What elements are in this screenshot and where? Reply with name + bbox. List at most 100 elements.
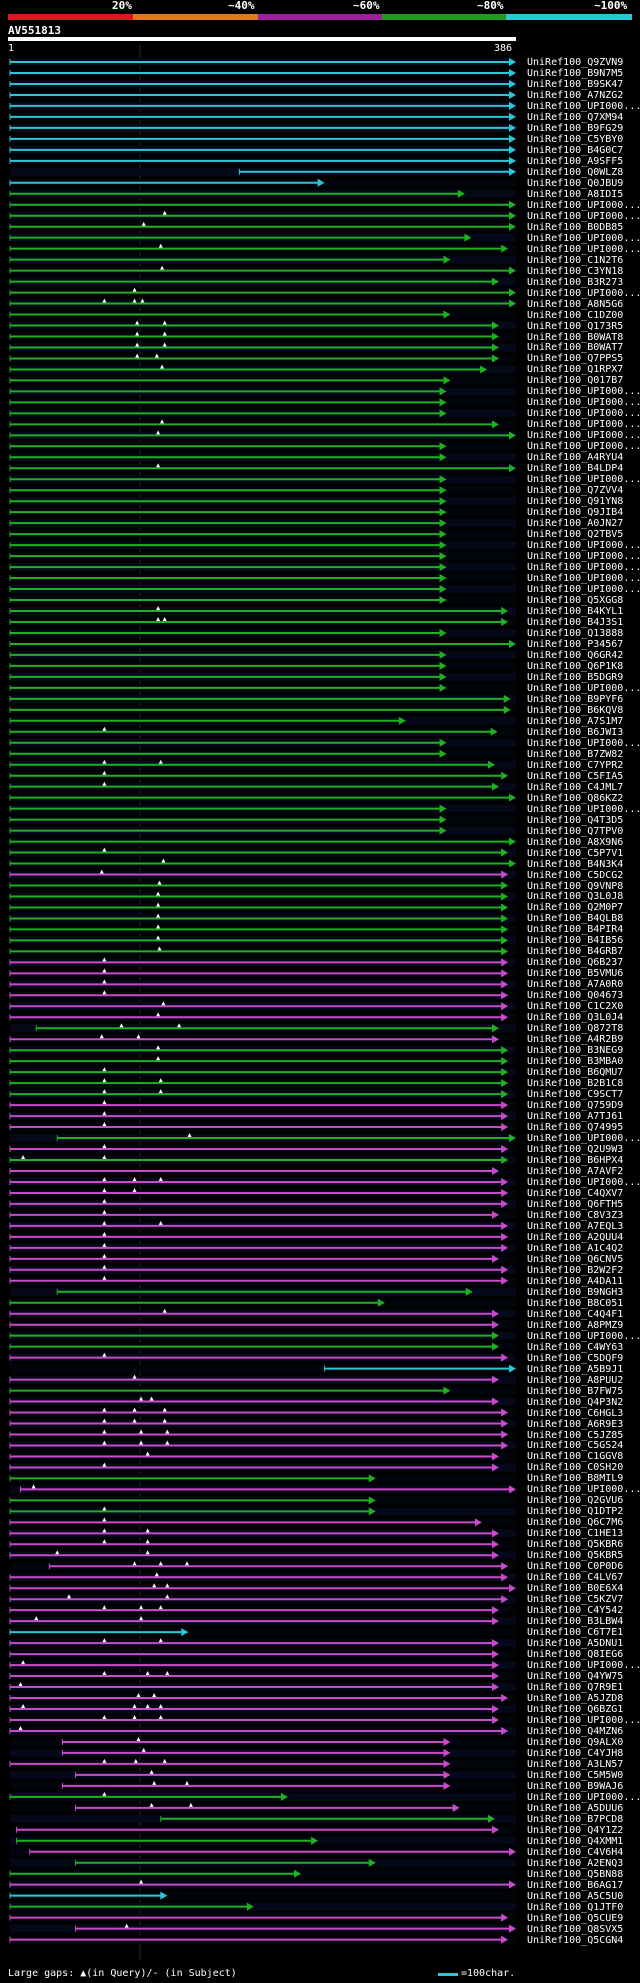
hit-label[interactable]: UniRef100_Q9ALX0 — [527, 1736, 624, 1748]
hit-label[interactable]: UniRef100_C4Y542 — [527, 1605, 624, 1617]
hit-label[interactable]: UniRef100_B0DB85 — [527, 221, 624, 233]
hit-label[interactable]: UniRef100_C5P7V1 — [527, 847, 624, 859]
hit-label[interactable]: UniRef100_C1DZ00 — [527, 309, 624, 321]
hit-label[interactable]: UniRef100_UPI000... — [527, 1176, 640, 1188]
hit-label[interactable]: UniRef100_UPI000... — [527, 287, 640, 299]
hit-label[interactable]: UniRef100_B7ZW82 — [527, 748, 624, 760]
hit-label[interactable]: UniRef100_Q4MZN6 — [527, 1725, 624, 1737]
hit-label[interactable]: UniRef100_Q7XM94 — [527, 111, 624, 123]
hit-label[interactable]: UniRef100_UPI000... — [527, 682, 640, 694]
hit-label[interactable]: UniRef100_B7FW75 — [527, 1385, 624, 1397]
hit-label[interactable]: UniRef100_Q4P3N2 — [527, 1396, 624, 1408]
hit-label[interactable]: UniRef100_UPI000... — [527, 540, 640, 552]
hit-label[interactable]: UniRef100_C4JML7 — [527, 781, 624, 793]
hit-label[interactable]: UniRef100_B9SK47 — [527, 78, 624, 90]
hit-label[interactable]: UniRef100_C7YPR2 — [527, 759, 624, 771]
hit-label[interactable]: UniRef100_A8X9N6 — [527, 836, 624, 848]
hit-label[interactable]: UniRef100_C6T7E1 — [527, 1627, 624, 1639]
hit-label[interactable]: UniRef100_B3NEG9 — [527, 1045, 624, 1057]
hit-label[interactable]: UniRef100_Q7TPV0 — [527, 825, 624, 837]
hit-label[interactable]: UniRef100_UPI000... — [527, 232, 640, 244]
hit-label[interactable]: UniRef100_Q0JBU9 — [527, 177, 624, 189]
hit-label[interactable]: UniRef100_A7S1M7 — [527, 715, 624, 727]
hit-label[interactable]: UniRef100_B0WAT8 — [527, 331, 624, 343]
hit-label[interactable]: UniRef100_B9FG29 — [527, 122, 624, 134]
hit-label[interactable]: UniRef100_A5DUU6 — [527, 1802, 624, 1814]
hit-label[interactable]: UniRef100_C1HE13 — [527, 1528, 624, 1540]
hit-label[interactable]: UniRef100_Q6FTH5 — [527, 1198, 624, 1210]
hit-label[interactable]: UniRef100_Q5KBR5 — [527, 1550, 624, 1562]
hit-label[interactable]: UniRef100_C6HGL3 — [527, 1407, 624, 1419]
hit-label[interactable]: UniRef100_B7PCD8 — [527, 1813, 624, 1825]
hit-label[interactable]: UniRef100_B4QLB8 — [527, 913, 624, 925]
hit-label[interactable]: UniRef100_A6R9E3 — [527, 1418, 624, 1430]
hit-label[interactable]: UniRef100_B4N3K4 — [527, 858, 624, 870]
hit-label[interactable]: UniRef100_B0E6X4 — [527, 1583, 624, 1595]
hit-label[interactable]: UniRef100_UPI000... — [527, 210, 640, 222]
hit-label[interactable]: UniRef100_Q5BN88 — [527, 1868, 624, 1880]
hit-label[interactable]: UniRef100_UPI000... — [527, 199, 640, 211]
hit-label[interactable]: UniRef100_C8V3Z3 — [527, 1209, 624, 1221]
hit-label[interactable]: UniRef100_A1C4Q2 — [527, 1242, 624, 1254]
hit-label[interactable]: UniRef100_C5FIA5 — [527, 770, 624, 782]
hit-label[interactable]: UniRef100_Q2TBV5 — [527, 529, 624, 541]
hit-label[interactable]: UniRef100_Q4YW75 — [527, 1671, 624, 1683]
hit-label[interactable]: UniRef100_A8IDI5 — [527, 188, 624, 200]
hit-label[interactable]: UniRef100_C1GGV8 — [527, 1451, 624, 1463]
hit-label[interactable]: UniRef100_B3LBW4 — [527, 1616, 624, 1628]
hit-label[interactable]: UniRef100_UPI000... — [527, 1330, 640, 1342]
hit-label[interactable]: UniRef100_C4Q4F1 — [527, 1308, 624, 1320]
hit-label[interactable]: UniRef100_Q759D9 — [527, 1100, 624, 1112]
hit-label[interactable]: UniRef100_UPI000... — [527, 1133, 640, 1145]
hit-label[interactable]: UniRef100_Q6P1K8 — [527, 660, 624, 672]
hit-label[interactable]: UniRef100_Q5XGG8 — [527, 595, 624, 607]
hit-label[interactable]: UniRef100_B6HPX4 — [527, 1155, 624, 1166]
hit-label[interactable]: UniRef100_Q91YN8 — [527, 496, 624, 508]
hit-label[interactable]: UniRef100_B4PIR4 — [527, 924, 624, 936]
hit-label[interactable]: UniRef100_Q7R9E1 — [527, 1682, 624, 1694]
hit-label[interactable]: UniRef100_C4LV67 — [527, 1572, 624, 1584]
hit-label[interactable]: UniRef100_Q9VNP8 — [527, 880, 624, 892]
hit-label[interactable]: UniRef100_B4G0C7 — [527, 144, 624, 156]
hit-label[interactable]: UniRef100_A5DNU1 — [527, 1638, 624, 1650]
hit-label[interactable]: UniRef100_A7AVF2 — [527, 1165, 624, 1177]
hit-label[interactable]: UniRef100_C3YN18 — [527, 265, 624, 277]
hit-label[interactable]: UniRef100_Q04673 — [527, 990, 624, 1002]
hit-label[interactable]: UniRef100_Q5CUE9 — [527, 1912, 624, 1924]
hit-label[interactable]: UniRef100_C4QXV7 — [527, 1187, 624, 1199]
hit-label[interactable]: UniRef100_C1N2T6 — [527, 254, 624, 266]
hit-label[interactable]: UniRef100_Q8SVX5 — [527, 1923, 624, 1935]
hit-label[interactable]: UniRef100_Q1JTF0 — [527, 1901, 624, 1913]
hit-label[interactable]: UniRef100_B3MBA0 — [527, 1056, 624, 1068]
hit-label[interactable]: UniRef100_Q6GR42 — [527, 649, 624, 661]
hit-label[interactable]: UniRef100_Q0WLZ8 — [527, 166, 624, 178]
hit-label[interactable]: UniRef100_Q3L0J4 — [527, 1012, 624, 1024]
hit-label[interactable]: UniRef100_Q6B237 — [527, 957, 624, 969]
hit-label[interactable]: UniRef100_UPI000... — [527, 430, 640, 442]
hit-label[interactable]: UniRef100_C5DCG2 — [527, 869, 624, 881]
hit-label[interactable]: UniRef100_UPI000... — [527, 737, 640, 749]
hit-label[interactable]: UniRef100_Q13888 — [527, 627, 624, 639]
hit-label[interactable]: UniRef100_C1C2X0 — [527, 1001, 624, 1013]
hit-label[interactable]: UniRef100_Q2M0P7 — [527, 902, 624, 914]
hit-label[interactable]: UniRef100_C5YBY0 — [527, 133, 624, 145]
hit-label[interactable]: UniRef100_A2QUU4 — [527, 1231, 624, 1243]
hit-label[interactable]: UniRef100_UPI000... — [527, 1791, 640, 1803]
hit-label[interactable]: UniRef100_A4R2B9 — [527, 1034, 624, 1046]
hit-label[interactable]: UniRef100_A7NZG2 — [527, 89, 624, 101]
hit-label[interactable]: UniRef100_Q3L0J8 — [527, 891, 624, 903]
hit-label[interactable]: UniRef100_B8C051 — [527, 1297, 624, 1309]
hit-label[interactable]: UniRef100_UPI000... — [527, 386, 640, 398]
hit-label[interactable]: UniRef100_B9PYF6 — [527, 693, 624, 705]
hit-label[interactable]: UniRef100_C4WY63 — [527, 1341, 624, 1353]
hit-label[interactable]: UniRef100_A4DA11 — [527, 1275, 624, 1287]
hit-label[interactable]: UniRef100_UPI000... — [527, 584, 640, 596]
hit-label[interactable]: UniRef100_Q9ZVN9 — [527, 57, 624, 68]
hit-label[interactable]: UniRef100_Q5CGN4 — [527, 1934, 624, 1946]
hit-label[interactable]: UniRef100_A0JN27 — [527, 518, 624, 530]
hit-label[interactable]: UniRef100_B8MIL9 — [527, 1473, 624, 1485]
hit-label[interactable]: UniRef100_B4GRB7 — [527, 946, 624, 958]
hit-label[interactable]: UniRef100_Q7PPS5 — [527, 353, 624, 365]
hit-label[interactable]: UniRef100_UPI000... — [527, 803, 640, 815]
hit-label[interactable]: UniRef100_B5DGR9 — [527, 671, 624, 683]
